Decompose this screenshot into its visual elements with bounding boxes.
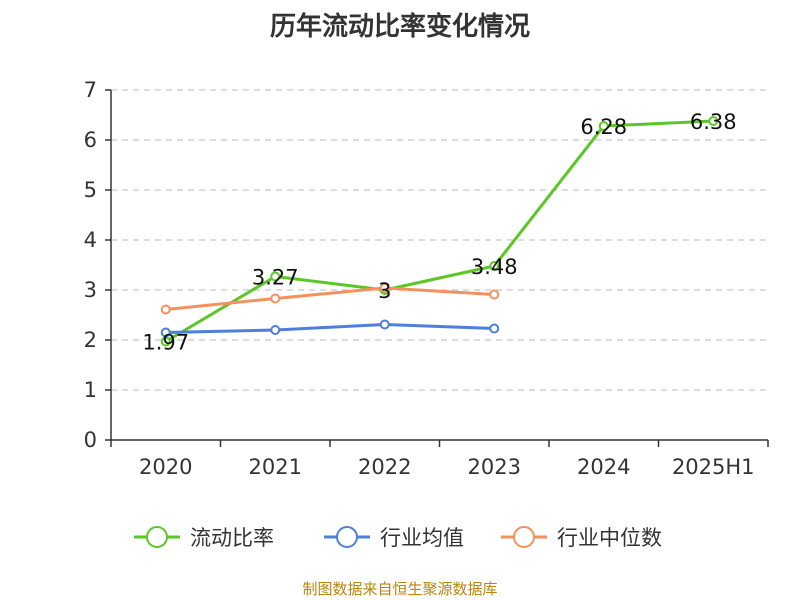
y-tick-label: 3 [84,278,97,302]
data-label: 3.48 [471,255,518,279]
y-tick-label: 5 [84,178,97,202]
series [160,116,719,347]
chart-title: 历年流动比率变化情况 [269,12,530,42]
data-point [598,121,609,131]
legend-marker [336,526,358,548]
x-tick-label: 2025H1 [672,455,755,479]
y-tick-label: 6 [84,128,97,152]
data-point [379,319,390,330]
series-line [165,323,495,334]
data-point [708,116,719,126]
legend-label: 行业中位数 [557,526,662,550]
data-point [270,293,281,304]
data-label: 1.97 [142,331,189,355]
data-point [160,304,171,315]
legend-label: 流动比率 [190,526,274,550]
legend: 流动比率 行业均值 行业中位数 [134,526,662,550]
data-label: 6.38 [690,110,737,134]
data-labels: 1.97 3.27 3 3.48 6.28 6.38 [142,110,736,355]
series-line [165,286,495,311]
legend-marker [513,526,535,548]
data-point [489,289,500,300]
source-note: 制图数据来自恒生聚源数据库 [302,580,498,598]
grid-lines [111,89,768,391]
x-tick-label: 2022 [358,455,411,479]
legend-marker [146,526,168,548]
x-tick-label: 2023 [468,455,521,479]
data-label: 3.27 [252,266,299,290]
x-tick-label: 2021 [249,455,302,479]
y-tick-label: 2 [84,328,97,352]
data-point [270,325,281,335]
y-tick-label: 1 [84,378,97,402]
legend-label: 行业均值 [380,526,464,550]
data-label: 3 [378,279,391,303]
data-point [379,283,390,293]
data-point [160,327,171,338]
y-tick-label: 0 [84,428,97,452]
data-label: 6.28 [580,115,627,139]
y-tick-label: 7 [84,78,97,102]
axes: 0 1 2 3 4 5 6 7 2020 2021 2022 2023 2024 2025H1 [84,78,769,479]
series-line [164,119,714,343]
x-tick-label: 2020 [139,455,192,479]
y-tick-label: 4 [84,228,97,252]
data-point [489,323,500,334]
data-point [489,261,500,271]
x-tick-label: 2024 [577,455,630,479]
data-point [270,271,281,282]
